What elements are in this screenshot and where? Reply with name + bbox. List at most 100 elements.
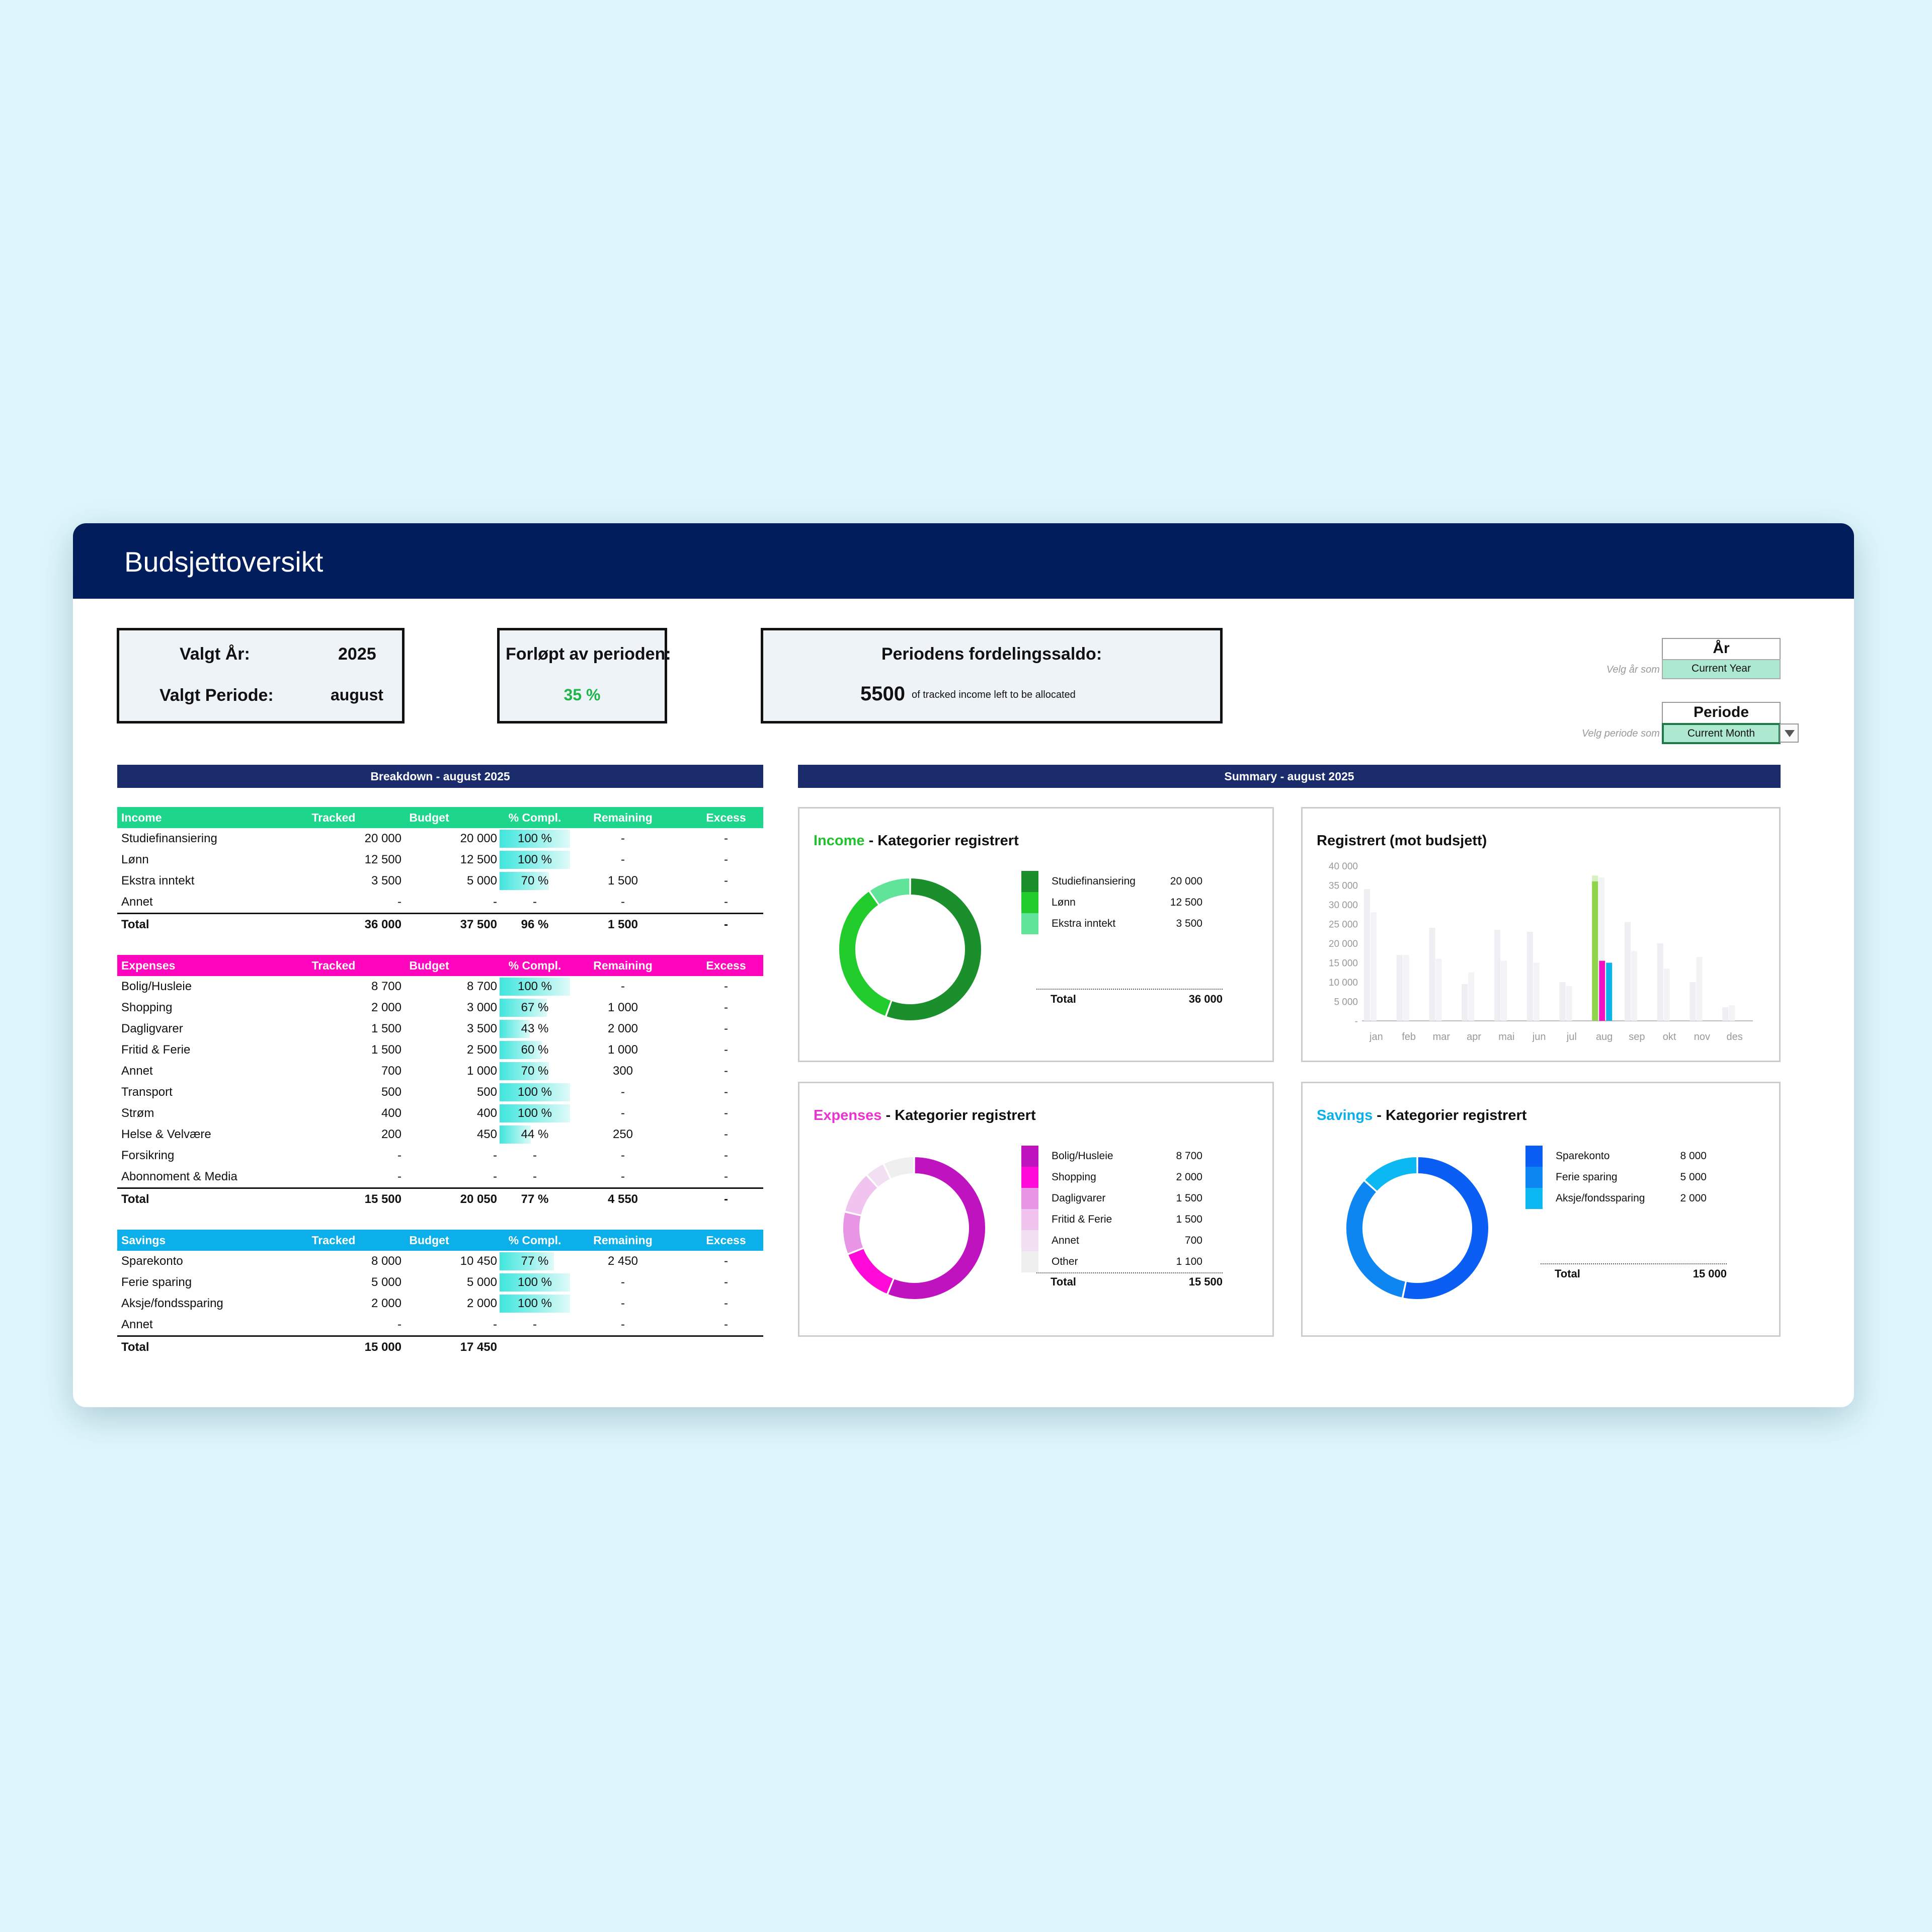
- income-table-header: Income Tracked Budget % Compl. Remaining Exce…: [117, 807, 763, 828]
- x-tick-label: mai: [1498, 1031, 1514, 1042]
- legend-swatch: [1021, 1146, 1038, 1167]
- cell-excess: -: [724, 1085, 728, 1099]
- row-label: Shopping: [121, 1001, 173, 1014]
- cell-pct: -: [533, 1149, 537, 1162]
- y-tick-label: 40 000: [1329, 861, 1358, 872]
- legend-total-value: 15 500: [1188, 1275, 1223, 1288]
- cell-excess: -: [724, 874, 728, 888]
- cell-remaining: 1 000: [607, 1043, 638, 1057]
- legend-item: Annet 700: [1021, 1230, 1223, 1251]
- column-header: % Compl.: [508, 1234, 561, 1247]
- cell-pct: -: [533, 1170, 537, 1183]
- x-tick-label: jul: [1566, 1031, 1577, 1042]
- cell-budget: 5 000: [466, 1275, 497, 1289]
- cell-pct: -: [533, 1318, 537, 1331]
- legend-value: 1 500: [1176, 1214, 1202, 1225]
- table-row: Transport 500 500 100 % - -: [117, 1082, 763, 1103]
- cell-pct: 70 %: [521, 874, 549, 888]
- bar-budget-2: [1435, 958, 1442, 1021]
- income-section-name: Income: [121, 811, 162, 824]
- cell-tracked: 2 000: [371, 1297, 401, 1310]
- cell-budget: 10 450: [460, 1254, 497, 1268]
- cell-tracked: 400: [381, 1106, 401, 1120]
- legend-value: 12 500: [1170, 897, 1202, 908]
- cell-budget: -: [493, 895, 497, 909]
- x-tick-label: des: [1727, 1031, 1743, 1042]
- x-tick-label: jan: [1369, 1031, 1383, 1042]
- row-label: Fritid & Ferie: [121, 1043, 191, 1057]
- cell-excess: -: [724, 1064, 728, 1078]
- cell-excess: -: [724, 895, 728, 909]
- cell-tracked: 1 500: [371, 1022, 401, 1035]
- legend-value: 2 000: [1176, 1171, 1202, 1183]
- row-label: Helse & Velvære: [121, 1128, 211, 1141]
- row-label: Dagligvarer: [121, 1022, 183, 1035]
- cell-tracked: 12 500: [364, 853, 401, 866]
- table-row: Ekstra inntekt 3 500 5 000 70 % 1 500 -: [117, 870, 763, 892]
- completion-bar: [500, 1125, 531, 1144]
- cell-remaining: -: [621, 1149, 625, 1162]
- bar-income: [1592, 881, 1598, 1021]
- cell-excess: -: [724, 1106, 728, 1120]
- column-header: Budget: [409, 1234, 449, 1247]
- legend-label: Dagligvarer: [1052, 1192, 1106, 1204]
- legend-item: Shopping 2 000: [1021, 1167, 1223, 1188]
- legend-label: Aksje/fondssparing: [1556, 1192, 1645, 1204]
- donut-slice: [883, 1156, 915, 1180]
- cell-budget: 8 700: [466, 980, 497, 993]
- cell-pct: 100 %: [517, 1085, 552, 1099]
- cell-tracked: -: [397, 1318, 401, 1331]
- dashboard-card: Budsjettoversikt Valgt År: 2025 Valgt Pe…: [73, 523, 1854, 1407]
- cell-remaining: 1 000: [607, 1001, 638, 1014]
- bar-budget-2: [1566, 986, 1572, 1021]
- expenses-donut-chart: [842, 1156, 986, 1300]
- table-row: Fritid & Ferie 1 500 2 500 60 % 1 000 -: [117, 1039, 763, 1061]
- completion-bar: [500, 999, 547, 1017]
- legend-item: Bolig/Husleie 8 700: [1021, 1146, 1223, 1167]
- period-dropdown-button[interactable]: [1780, 723, 1799, 743]
- cell-tracked: 8 700: [371, 980, 401, 993]
- legend-swatch: [1021, 1167, 1038, 1188]
- column-header: Tracked: [311, 1234, 356, 1247]
- table-row: Ferie sparing 5 000 5 000 100 % - -: [117, 1272, 763, 1293]
- y-tick-label: 10 000: [1329, 978, 1358, 988]
- cell-budget: 500: [476, 1085, 497, 1099]
- cell-pct: 43 %: [521, 1022, 549, 1035]
- savings-legend: Sparekonto 8 000 Ferie sparing 5 000 Aksje/f…: [1525, 1146, 1737, 1312]
- bar-budget: [1657, 943, 1663, 1021]
- x-tick-label: apr: [1467, 1031, 1481, 1042]
- cell-excess: -: [724, 1128, 728, 1141]
- x-tick-label: aug: [1596, 1031, 1613, 1042]
- cell-remaining: -: [621, 895, 625, 909]
- bar-savings: [1606, 962, 1613, 1021]
- year-selector[interactable]: Current Year: [1662, 659, 1781, 679]
- table-row: Annet - - - - -: [117, 892, 763, 913]
- cell-remaining: -: [621, 832, 625, 845]
- triangle-down-icon: [1785, 730, 1795, 737]
- cell-tracked: 3 500: [371, 874, 401, 888]
- row-label: Strøm: [121, 1106, 154, 1120]
- page-title: Budsjettoversikt: [124, 546, 324, 578]
- cell-excess: -: [724, 1170, 728, 1183]
- row-label: Abonnoment & Media: [121, 1170, 237, 1183]
- legend-total-value: 15 000: [1693, 1267, 1727, 1280]
- cell-remaining: -: [621, 1085, 625, 1099]
- legend-swatch: [1525, 1188, 1543, 1209]
- total-label: Total: [121, 1192, 149, 1206]
- period-selector[interactable]: Current Month: [1662, 723, 1781, 744]
- legend-label: Bolig/Husleie: [1052, 1150, 1113, 1162]
- balance-label: Periodens fordelingssaldo:: [881, 645, 1102, 664]
- donut-slice: [847, 1247, 895, 1295]
- x-tick-label: feb: [1402, 1031, 1416, 1042]
- income-panel-title: Income - Kategorier registrert: [814, 833, 1019, 849]
- cell-tracked: 20 000: [364, 832, 401, 845]
- completion-bar: [500, 872, 549, 890]
- legend-value: 8 700: [1176, 1150, 1202, 1162]
- cell-remaining: -: [621, 1170, 625, 1183]
- table-row: Helse & Velvære 200 450 44 % 250 -: [117, 1124, 763, 1145]
- donut-slice: [866, 1163, 892, 1188]
- cell-tracked: 5 000: [371, 1275, 401, 1289]
- column-header: Excess: [706, 811, 746, 824]
- bar-budget-2: [1403, 955, 1409, 1021]
- bar-budget-2: [1663, 969, 1670, 1021]
